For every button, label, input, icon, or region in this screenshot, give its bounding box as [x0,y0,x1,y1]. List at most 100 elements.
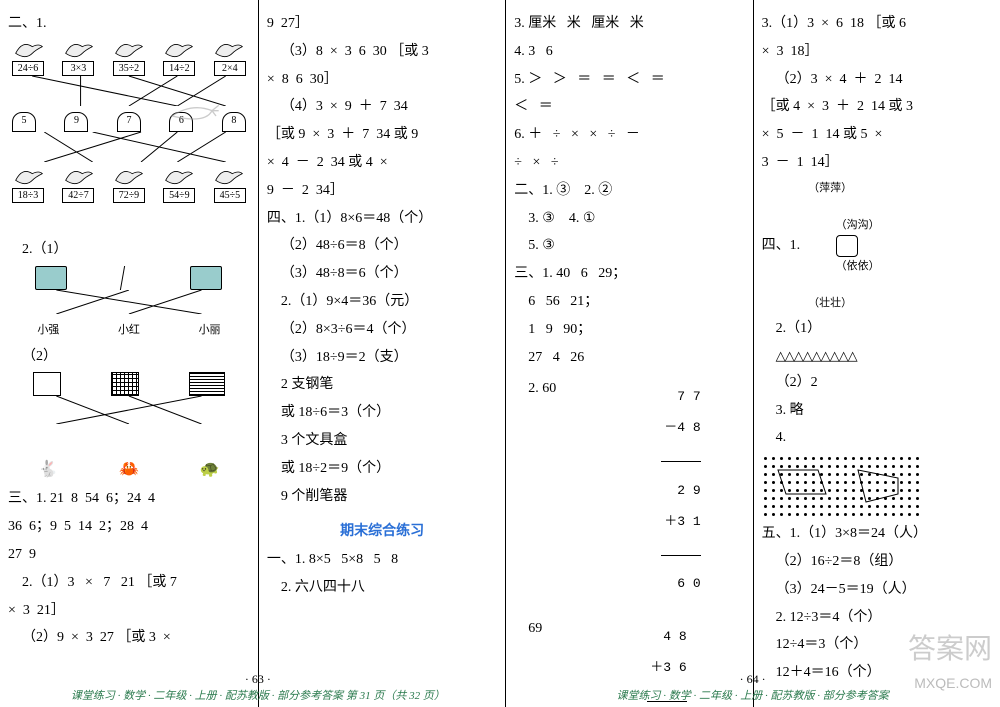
answer-line: 2. 六八四十八 [267,576,497,600]
name-labels: 小强 小红 小丽 [8,321,250,337]
answer-line: 3. 厘米 米 厘米 米 [514,12,744,36]
computer-diagram: 小强 小红 小丽 [8,266,250,337]
answer-line: 5. ＞ ＞ ＝ ＝ ＜ ＝ [514,68,744,92]
answer-line: 或 18÷6＝3（个） [267,401,497,425]
dot-grid-diagram [762,454,992,518]
name-label: 小强 [37,321,59,337]
house-diagram: 🐇 🦀 🐢 [8,372,250,479]
answer-line: （3）18÷9＝2（支） [267,346,497,370]
answer-line: 36 6；9 5 14 2；28 4 [8,515,250,539]
answer-line: 5. ③ [514,234,744,258]
dove-icon [12,167,46,187]
answer-line: （2）2 [762,371,992,395]
name-label: 小红 [118,321,140,337]
dove-labels-row: 24÷6 3×3 35÷2 14÷2 2×4 [8,61,250,76]
answer-line: ÷ × ÷ [514,151,744,175]
answer-line: 27 4 26 [514,346,744,370]
match-lines [8,132,250,162]
answer-line: 三、1. 40 6 29； [514,262,744,286]
page-root: 二、1. 24÷6 3×3 35÷2 14÷2 2×4 [0,0,1000,707]
dove-icon [62,40,96,60]
answer-line: 一、1. 8×5 5×8 5 8 [267,548,497,572]
dove-row [8,40,250,60]
house-icon [33,372,61,396]
name-item: （壮壮） [808,294,880,313]
monitor-icon [190,266,222,290]
answer-line: 12＋4＝16（个） [762,661,992,685]
dove-label: 72÷9 [113,188,145,203]
arith-result: 69 [514,617,542,641]
answer-line: 6. ＋ ÷ × × ÷ － [514,123,744,147]
dove-label: 14÷2 [163,61,195,76]
section-header: 四、1. [762,234,801,258]
animal-row: 🐇 🦀 🐢 [8,459,250,479]
dove-label: 42÷7 [62,188,94,203]
monitor-icon [35,266,67,290]
dove-label: 35÷2 [113,61,145,76]
column-arithmetic: 7 7 －4 8 2 9 ＋3 1 6 0 [598,373,700,607]
answer-line: 3 － 1 14］ [762,151,992,175]
column-2: 9 27］ （3）8 × 3 6 30 ［或 3 × 8 6 30］ （4）3 … [259,0,506,707]
answer-line: （4）3 × 9 ＋ 7 34 [267,95,497,119]
answer-line: ［或 9 × 3 ＋ 7 34 或 9 [267,123,497,147]
answer-line: （2）9 × 3 27 ［或 3 × [8,626,250,650]
subheader: （2） [8,345,250,369]
answer-line: 3. 略 [762,399,992,423]
answer-line: （2）16÷2＝8（组） [762,550,992,574]
answer-line: 2.（1） [762,317,992,341]
answer-line: 12÷4＝3（个） [762,633,992,657]
answer-line: 2.（1）3 × 7 21 ［或 7 [8,571,250,595]
answer-line: 4. 3 6 [514,40,744,64]
carrot-icon [164,100,220,132]
answer-line: × 4 － 2 34 或 4 × [267,151,497,175]
answer-line: 3.（1）3 × 6 18 ［或 6 [762,12,992,36]
dove-label: 3×3 [62,61,94,76]
dove-icon [112,40,146,60]
answer-line: 3 个文具盒 [267,429,497,453]
section-title: 期末综合练习 [267,520,497,544]
subheader: 2.（1） [8,238,250,262]
dove-icon [112,167,146,187]
dove-icon [12,40,46,60]
name-list: （萍萍） （沟沟） （依依） （壮壮） [808,179,880,313]
answer-line: 2 支钢笔 [267,373,497,397]
name-item: （沟沟） （依依） [808,197,880,294]
animal-icon: 🐢 [200,459,220,479]
dove-label: 18÷3 [12,188,44,203]
answer-line: 或 18÷2＝9（个） [267,457,497,481]
dove-icon [162,40,196,60]
answer-line: 9 27］ [267,12,497,36]
dove-label: 45÷5 [214,188,246,203]
house-icon [111,372,139,396]
name-item: （萍萍） [808,179,880,198]
house-icon [189,372,225,396]
answer-line: 1 9 90； [514,318,744,342]
dove-icon [212,167,246,187]
dove-row [8,167,250,187]
match-lines [8,290,250,314]
dove-diagram: 24÷6 3×3 35÷2 14÷2 2×4 5 9 7 6 8 [8,40,250,230]
answer-line: （3）8 × 3 6 30 ［或 3 [267,40,497,64]
dove-label: 24÷6 [12,61,44,76]
name-label: 小丽 [199,321,221,337]
answer-line: × 5 － 1 14 或 5 × [762,123,992,147]
dove-icon [212,40,246,60]
answer-line: 27 9 [8,543,250,567]
answer-line: 2.（1）9×4＝36（元） [267,290,497,314]
animal-icon: 🐇 [38,459,58,479]
answer-line: 3. ③ 4. ① [514,207,744,231]
match-lines [8,396,250,424]
column-4: 3.（1）3 × 6 18 ［或 6 × 3 18］ （2）3 × 4 ＋ 2 … [754,0,1000,707]
column-1: 二、1. 24÷6 3×3 35÷2 14÷2 2×4 [0,0,259,707]
answer-line: 9 个削笔器 [267,485,497,509]
answer-line: 2. 60 [514,377,556,401]
dove-icon [162,167,196,187]
answer-line: × 3 21］ [8,599,250,623]
dot-grid [762,454,992,518]
answer-line: 二、1. ③ 2. ② [514,179,744,203]
dove-labels-row: 18÷3 42÷7 72÷9 54÷9 45÷5 [8,188,250,203]
answer-line: 6 56 21； [514,290,744,314]
answer-line: ＜ ＝ [514,95,744,119]
answer-line: （3）48÷8＝6（个） [267,262,497,286]
answer-line: （3）24－5＝19（人） [762,578,992,602]
